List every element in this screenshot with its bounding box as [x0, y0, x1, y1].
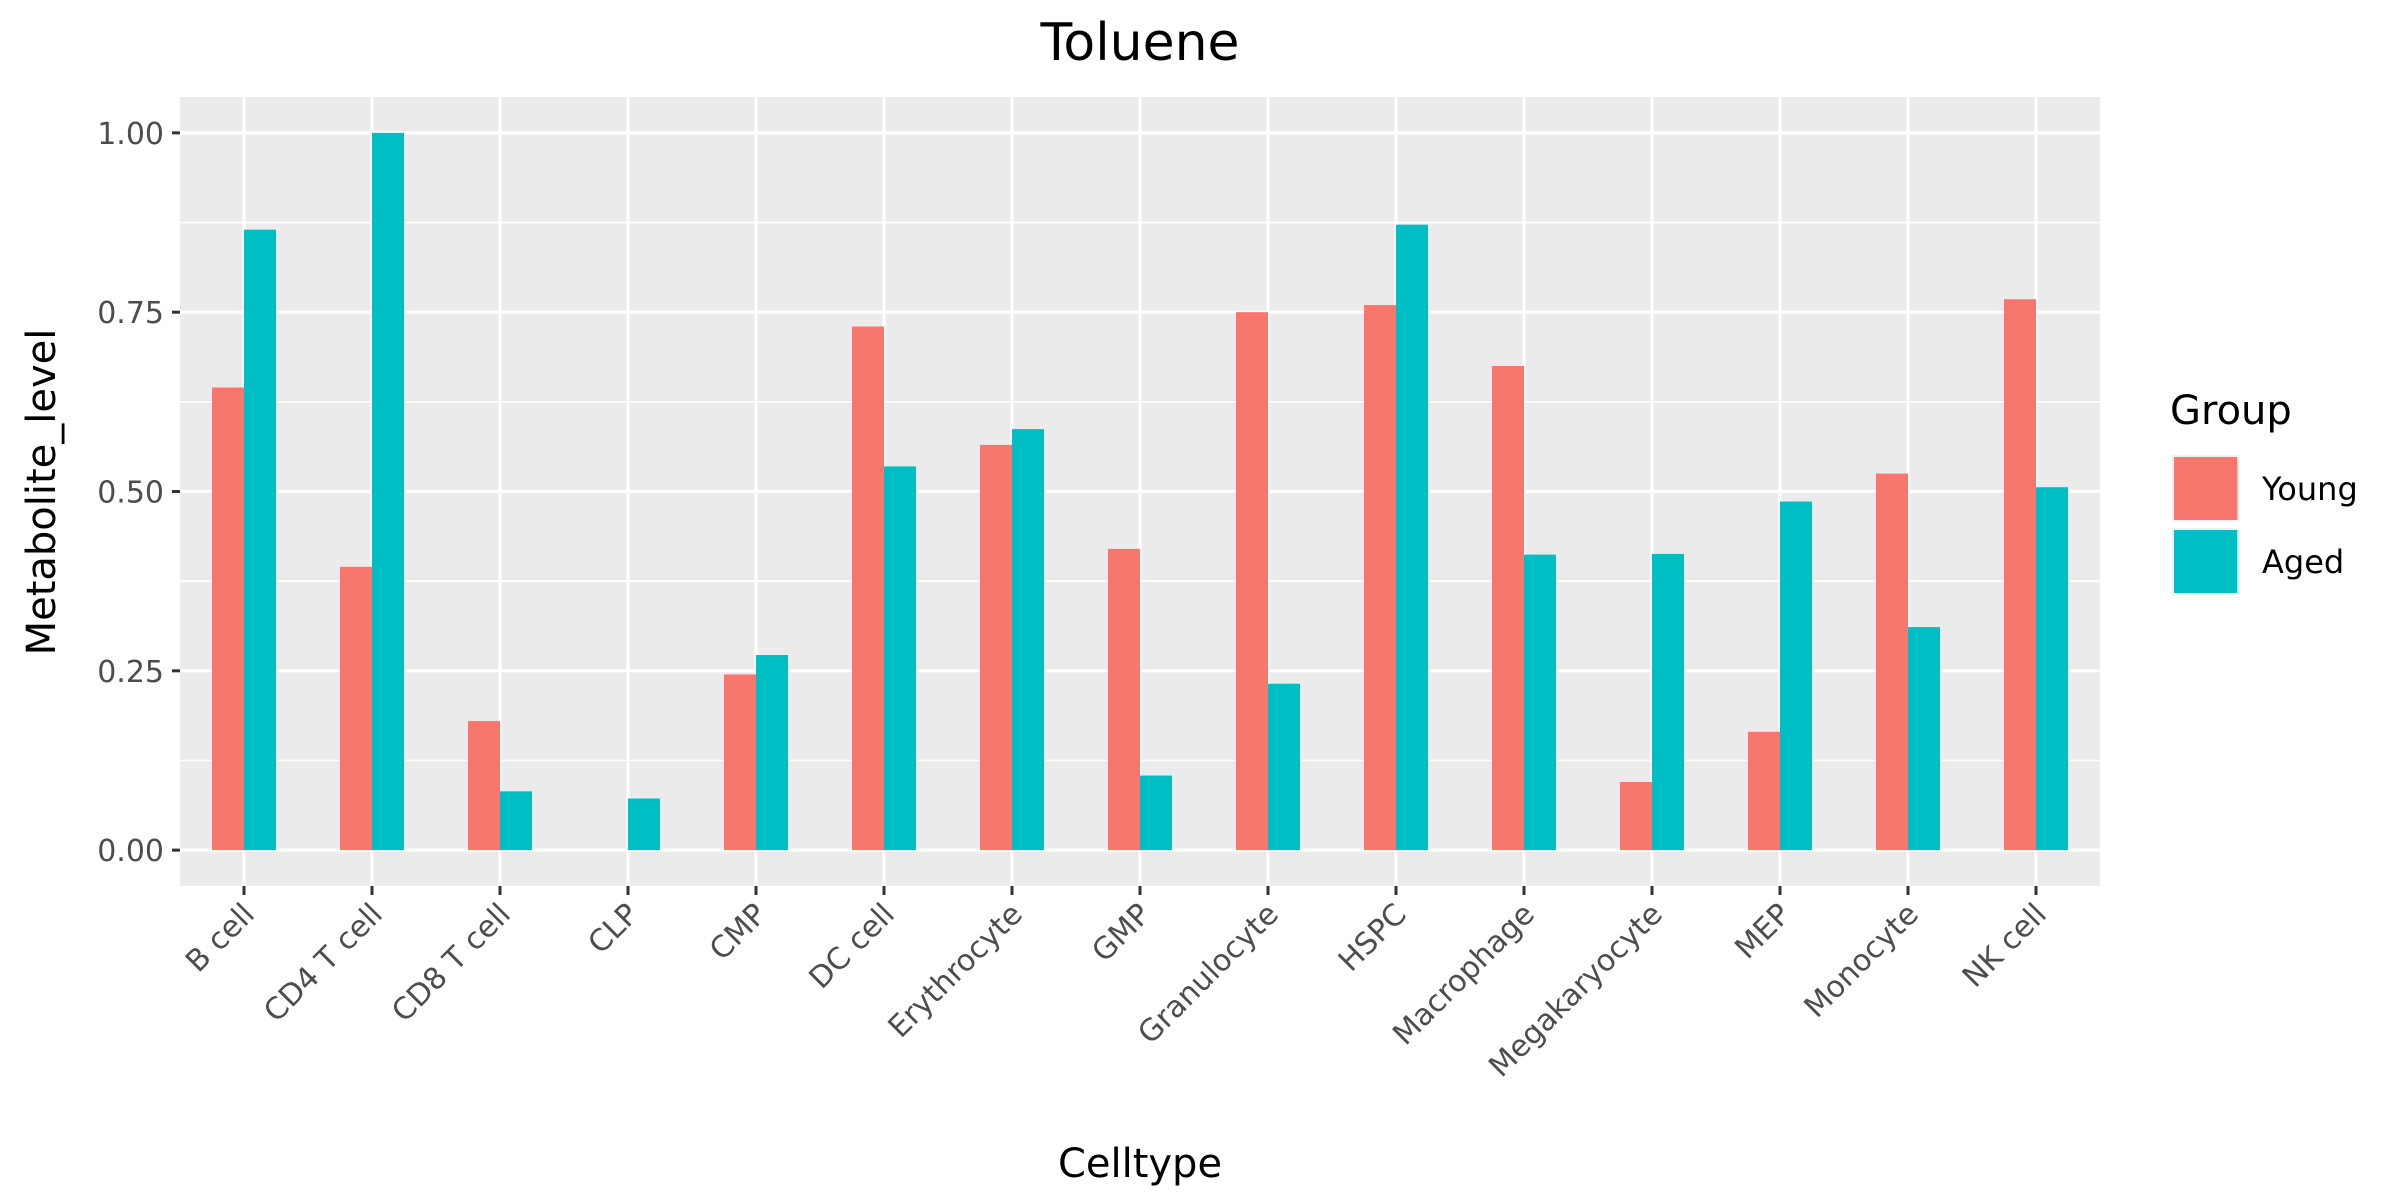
- bar-aged: [1524, 554, 1556, 851]
- x-tick-label: DC cell: [803, 897, 902, 996]
- bar-aged: [884, 466, 916, 851]
- x-tick-label: HSPC: [1332, 897, 1414, 979]
- x-tick-label: MEP: [1728, 897, 1797, 966]
- bar-aged: [1908, 627, 1940, 851]
- bar-aged: [500, 791, 532, 851]
- chart-title: Toluene: [1039, 13, 1239, 73]
- x-tick-label: CLP: [581, 897, 645, 961]
- bar-young: [2004, 299, 2036, 851]
- bar-young: [1620, 781, 1652, 851]
- y-axis-title: Metabolite_level: [19, 329, 65, 656]
- legend-label-aged: Aged: [2262, 543, 2344, 581]
- bar-aged: [756, 655, 788, 851]
- x-tick-label: Erythrocyte: [882, 897, 1030, 1045]
- bar-aged: [372, 132, 404, 851]
- bar-young: [980, 444, 1012, 851]
- y-tick-label: 0.75: [97, 296, 164, 331]
- x-tick-label: B cell: [179, 897, 262, 980]
- bar-aged: [1780, 501, 1812, 851]
- legend-swatch-young: [2174, 457, 2237, 520]
- bar-young: [1748, 731, 1780, 851]
- y-tick-label: 1.00: [97, 117, 164, 152]
- bar-young: [724, 674, 756, 851]
- y-tick-label: 0.25: [97, 655, 164, 690]
- x-tick-label: GMP: [1085, 897, 1157, 969]
- legend-label-young: Young: [2261, 470, 2358, 508]
- bar-aged: [244, 229, 276, 851]
- bar-young: [852, 326, 884, 851]
- bar-young: [1236, 312, 1268, 851]
- bar-aged: [1012, 429, 1044, 851]
- bar-young: [212, 387, 244, 851]
- bar-young: [1492, 365, 1524, 851]
- bar-young: [1364, 305, 1396, 851]
- y-tick-label: 0.50: [97, 476, 164, 511]
- y-axis: 0.00 0.25 0.50 0.75 1.00: [97, 117, 180, 869]
- bar-aged: [1396, 224, 1428, 851]
- bar-young: [340, 566, 372, 851]
- bar-aged: [1268, 683, 1300, 851]
- bar-aged: [2036, 487, 2068, 851]
- y-tick-label: 0.00: [97, 834, 164, 869]
- bar-aged: [1652, 553, 1684, 851]
- x-tick-label: Monocyte: [1798, 897, 1926, 1025]
- x-tick-label: NK cell: [1956, 897, 2054, 995]
- bar-aged: [628, 798, 660, 851]
- bars: [212, 132, 2068, 851]
- x-tick-label: CD8 T cell: [385, 897, 517, 1029]
- legend: Group Young Aged: [2170, 388, 2358, 595]
- x-axis-title: Celltype: [1058, 1141, 1222, 1187]
- x-tick-label: CD4 T cell: [257, 897, 389, 1029]
- bar-young: [468, 721, 500, 851]
- bar-aged: [1140, 775, 1172, 851]
- legend-swatch-aged: [2174, 530, 2237, 593]
- bar-young: [1876, 473, 1908, 851]
- x-tick-label: CMP: [703, 897, 774, 968]
- legend-title: Group: [2170, 388, 2292, 434]
- bar-young: [1108, 548, 1140, 851]
